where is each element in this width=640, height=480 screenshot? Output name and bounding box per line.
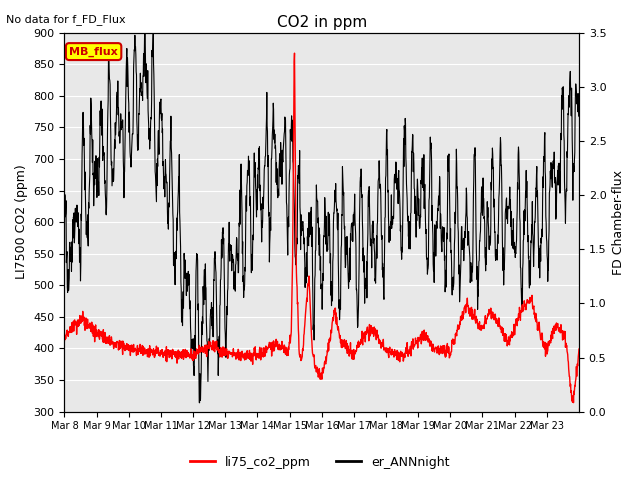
Text: No data for f_FD_Flux: No data for f_FD_Flux bbox=[6, 14, 126, 25]
Y-axis label: FD Chamber-flux: FD Chamber-flux bbox=[612, 169, 625, 275]
Legend: li75_co2_ppm, er_ANNnight: li75_co2_ppm, er_ANNnight bbox=[186, 451, 454, 474]
Title: CO2 in ppm: CO2 in ppm bbox=[276, 15, 367, 30]
Text: MB_flux: MB_flux bbox=[69, 47, 118, 57]
Y-axis label: LI7500 CO2 (ppm): LI7500 CO2 (ppm) bbox=[15, 165, 28, 279]
